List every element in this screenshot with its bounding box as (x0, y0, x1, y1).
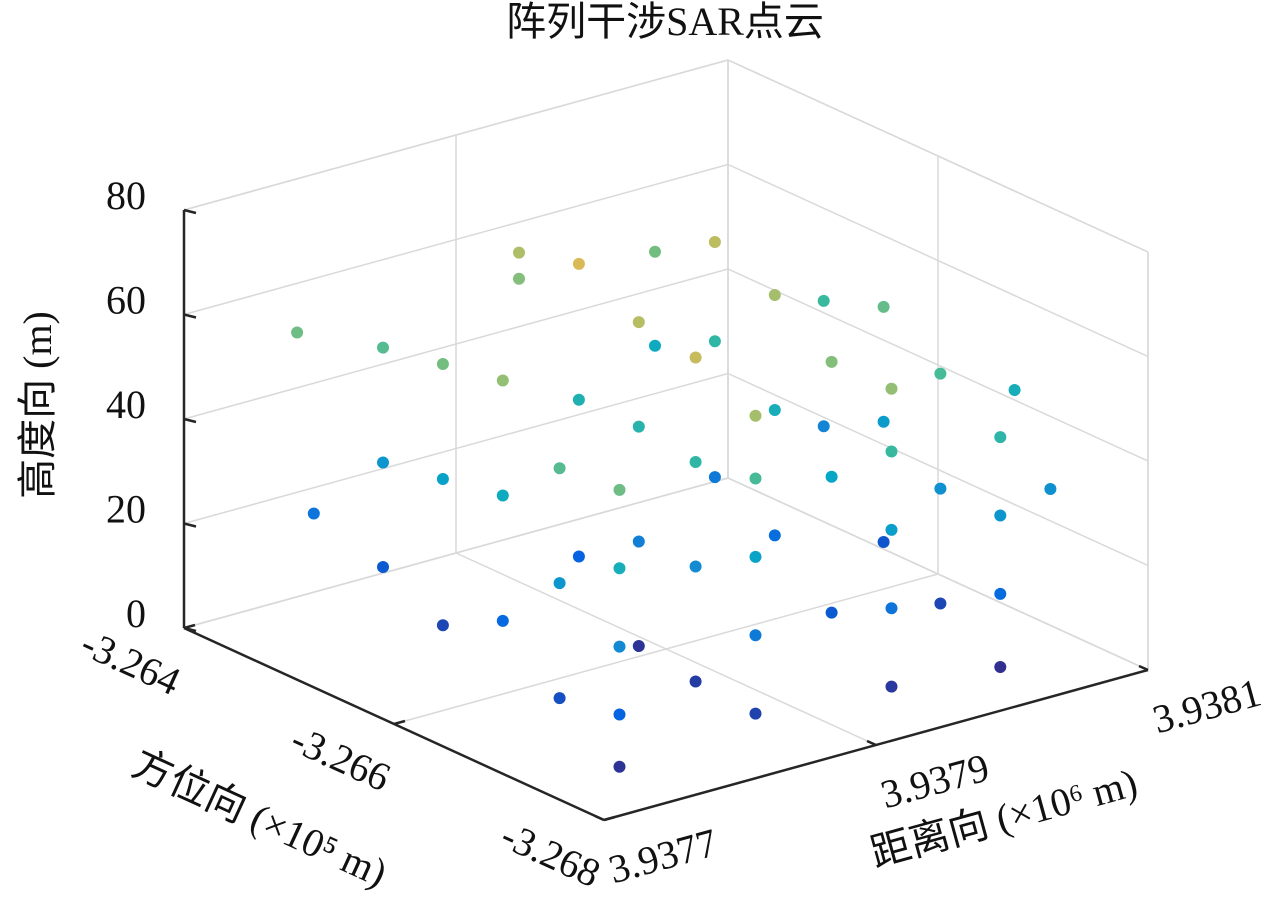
point (877, 535, 890, 548)
point (496, 489, 509, 502)
point (513, 272, 525, 285)
point (885, 523, 898, 536)
point (632, 316, 645, 329)
point (749, 472, 762, 485)
point (632, 420, 645, 433)
point (885, 602, 898, 615)
point (572, 257, 585, 270)
z-tick-label: 0 (126, 591, 146, 636)
point (377, 456, 389, 469)
y-tick-label: 3.9381 (1148, 670, 1266, 743)
point (994, 661, 1007, 674)
point (513, 246, 525, 259)
z-tick-label: 80 (106, 173, 146, 218)
point (553, 692, 566, 705)
point (377, 561, 389, 574)
point (649, 245, 661, 258)
point (885, 680, 898, 693)
point (749, 707, 762, 720)
point (436, 619, 449, 632)
z-tick-label: 20 (106, 487, 146, 532)
point (934, 367, 947, 380)
chart-title: 阵列干涉SAR点云 (506, 0, 824, 44)
point (749, 409, 762, 422)
point (708, 471, 721, 484)
point (825, 355, 838, 368)
point (934, 482, 947, 495)
point (708, 335, 721, 348)
point (436, 358, 449, 371)
point (496, 614, 509, 627)
x-tick-label: -3.268 (494, 812, 607, 896)
point (934, 597, 947, 610)
point (572, 550, 585, 563)
point (689, 351, 702, 364)
point (708, 236, 721, 249)
point (825, 470, 838, 483)
point (877, 415, 890, 428)
point (885, 382, 898, 395)
point (689, 675, 702, 688)
point (817, 294, 830, 307)
y-tick (594, 814, 605, 822)
point (877, 300, 890, 313)
x-tick-label: -3.266 (284, 716, 397, 800)
x-tick (393, 719, 406, 726)
point (553, 462, 566, 475)
point (291, 326, 304, 339)
point (749, 629, 762, 642)
point (749, 550, 762, 563)
point (1044, 483, 1057, 496)
z-tick-label: 60 (106, 278, 146, 323)
point (572, 393, 585, 406)
point (649, 339, 661, 352)
point (994, 587, 1007, 600)
point (613, 562, 626, 575)
y-tick (866, 739, 877, 747)
point (768, 289, 781, 302)
point (885, 445, 898, 458)
point (436, 473, 449, 485)
point (817, 420, 830, 433)
point (613, 483, 626, 496)
point (632, 640, 645, 653)
point (1008, 384, 1021, 397)
point (613, 640, 626, 653)
point (613, 708, 626, 721)
point (994, 509, 1007, 522)
point (994, 431, 1007, 444)
grid-line (393, 573, 939, 725)
z-tick (183, 417, 197, 424)
x-tick (183, 623, 196, 630)
point (768, 404, 781, 416)
point (689, 560, 702, 573)
z-axis-title: 高度向 (m) (15, 311, 60, 499)
point (553, 577, 566, 590)
point (307, 507, 320, 520)
point (377, 341, 389, 354)
z-tick (183, 208, 197, 215)
point (825, 606, 838, 619)
z-tick (183, 313, 197, 319)
point (768, 529, 781, 542)
point (632, 535, 645, 548)
point (689, 456, 702, 469)
x-tick (603, 815, 616, 822)
y-tick-label: 3.9377 (604, 820, 722, 893)
grid-line (183, 477, 729, 629)
point (613, 760, 626, 773)
y-tick (1138, 664, 1149, 672)
point (496, 374, 509, 387)
z-tick (183, 522, 197, 528)
z-tick-label: 40 (106, 382, 146, 427)
